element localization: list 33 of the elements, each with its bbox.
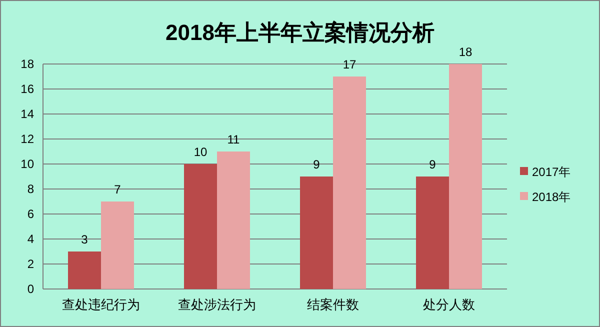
data-label: 17 [342,58,356,72]
bar [416,176,449,289]
y-tick-label: 4 [27,232,34,246]
y-tick-label: 6 [27,207,34,221]
y-tick-label: 16 [20,82,34,96]
x-tick-label: 结案件数 [307,297,359,312]
y-tick-label: 10 [20,157,34,171]
bar [184,164,217,289]
bar [333,76,366,289]
y-tick-label: 8 [27,182,34,196]
bar [101,202,134,289]
x-tick-label: 查处违纪行为 [62,297,140,312]
x-tick-label: 查处涉法行为 [178,297,256,312]
data-label: 3 [81,232,88,246]
data-label: 10 [194,145,208,159]
y-tick-label: 2 [27,257,34,271]
bar [300,176,333,289]
bar [217,152,250,289]
y-tick-label: 18 [20,57,34,71]
data-label: 9 [313,158,320,172]
data-label: 18 [458,45,472,59]
y-tick-label: 14 [20,107,34,121]
data-label: 9 [429,158,436,172]
legend-label: 2018年 [532,190,571,204]
y-tick-label: 0 [27,282,34,296]
bar [68,252,101,289]
x-tick-label: 处分人数 [423,297,475,312]
legend-label: 2017年 [532,165,571,179]
chart-title: 2018年上半年立案情况分析 [166,20,434,45]
data-label: 7 [114,182,122,196]
y-tick-label: 12 [20,132,34,146]
bar [449,64,482,289]
data-label: 11 [227,132,240,146]
